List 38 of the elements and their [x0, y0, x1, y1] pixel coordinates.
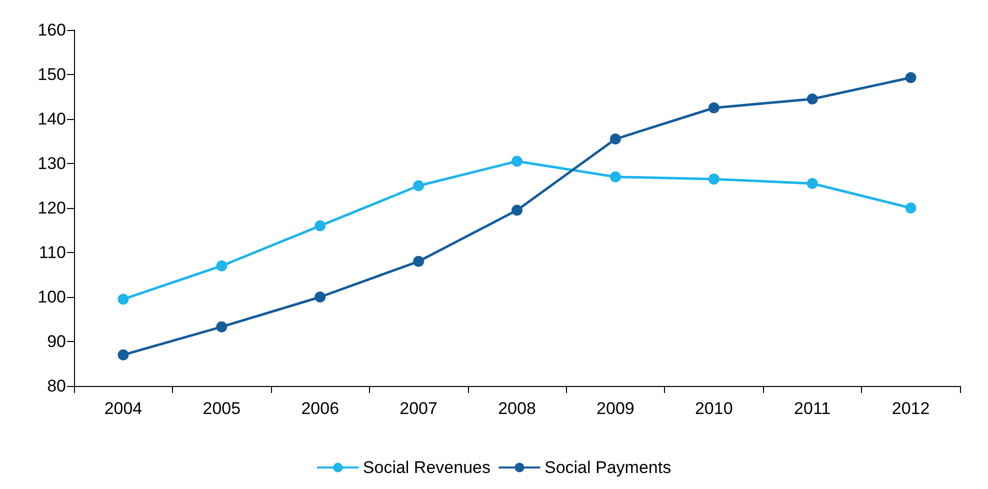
point [216, 260, 228, 272]
point [118, 349, 129, 360]
x-tick-label: 2011 [794, 399, 831, 418]
x-tick-label: 2010 [694, 399, 733, 418]
x-tick-label: 2008 [498, 399, 536, 418]
point [512, 156, 522, 167]
point [413, 180, 424, 192]
y-tick-label: 90 [47, 332, 66, 351]
point [610, 171, 621, 182]
point [118, 294, 129, 305]
x-tick-label: 2006 [301, 399, 340, 418]
legend-label: Social Payments [544, 458, 672, 477]
point [905, 202, 916, 214]
point [708, 174, 720, 185]
y-tick-label: 100 [38, 288, 66, 306]
point [512, 204, 522, 216]
point [314, 292, 326, 302]
x-tick-label: 2007 [400, 399, 438, 418]
y-tick-label: 110 [38, 243, 66, 262]
point [806, 178, 818, 190]
legend-label: Social Revenues [362, 458, 490, 477]
point [610, 134, 621, 145]
y-tick-label: 150 [38, 65, 66, 84]
y-tick-label: 160 [38, 20, 66, 40]
x-tick-label: 2004 [104, 399, 142, 418]
x-tick-label: 2005 [202, 399, 241, 418]
point [905, 72, 916, 84]
y-tick-label: 80 [47, 376, 66, 396]
point [708, 102, 720, 114]
y-tick-label: 140 [38, 110, 66, 128]
x-tick-label: 2009 [596, 399, 634, 418]
point [216, 321, 228, 332]
x-tick-label: 2012 [892, 399, 930, 418]
point [413, 256, 424, 267]
y-tick-label: 120 [38, 198, 66, 218]
y-tick-label: 130 [38, 154, 66, 173]
point [314, 220, 326, 232]
point [806, 93, 818, 104]
